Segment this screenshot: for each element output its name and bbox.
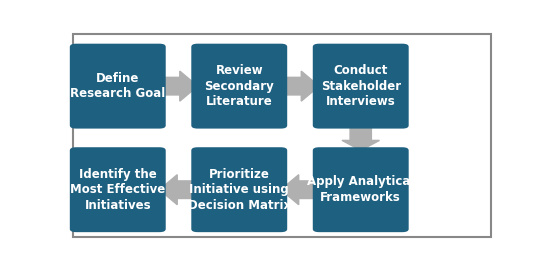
Polygon shape xyxy=(281,71,319,101)
Polygon shape xyxy=(160,175,197,205)
FancyBboxPatch shape xyxy=(70,44,166,129)
Text: Apply Analytical
Frameworks: Apply Analytical Frameworks xyxy=(307,175,414,204)
Polygon shape xyxy=(281,175,319,205)
Text: Review
Secondary
Literature: Review Secondary Literature xyxy=(205,64,274,108)
Text: Conduct
Stakeholder
Interviews: Conduct Stakeholder Interviews xyxy=(321,64,401,108)
Text: Define
Research Goal: Define Research Goal xyxy=(70,72,166,100)
FancyBboxPatch shape xyxy=(313,44,409,129)
FancyBboxPatch shape xyxy=(313,147,409,232)
Text: Identify the
Most Effective
Initiatives: Identify the Most Effective Initiatives xyxy=(70,168,166,212)
Text: Prioritize
Initiative using
Decision Matrix: Prioritize Initiative using Decision Mat… xyxy=(188,168,291,212)
Polygon shape xyxy=(160,71,197,101)
Polygon shape xyxy=(342,125,380,150)
FancyBboxPatch shape xyxy=(70,147,166,232)
FancyBboxPatch shape xyxy=(191,44,287,129)
FancyBboxPatch shape xyxy=(191,147,287,232)
